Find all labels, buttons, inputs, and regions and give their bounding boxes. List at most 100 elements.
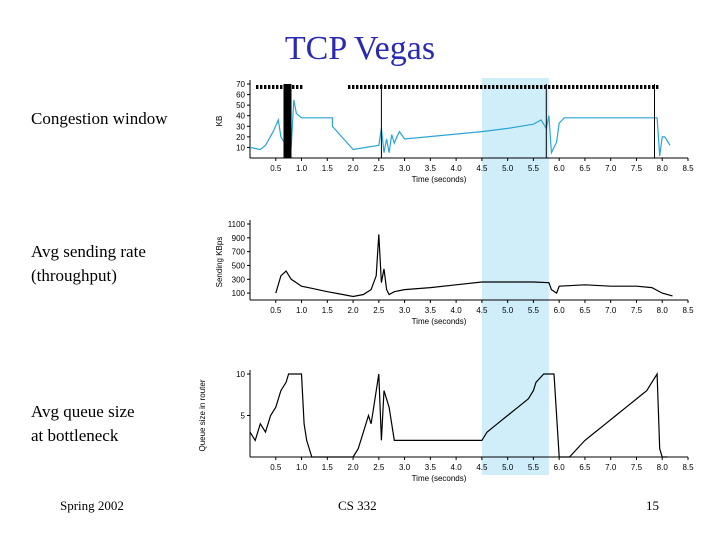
chart-2-x-tick-label: 4.0 — [451, 306, 463, 315]
cwnd-marker-tick — [532, 85, 535, 89]
cwnd-marker-tick — [636, 85, 639, 89]
cwnd-marker-tick — [528, 85, 531, 89]
cwnd-marker-tick — [524, 85, 527, 89]
chart-2-y-tick-label: 900 — [232, 234, 246, 243]
cwnd-marker-tick — [544, 85, 547, 89]
cwnd-marker-tick — [652, 85, 655, 89]
chart-1-x-tick-label: 4.0 — [451, 164, 463, 173]
chart-3-y-label: Queue size in router — [198, 379, 207, 451]
chart-2-x-tick-label: 7.0 — [605, 306, 617, 315]
cwnd-marker-tick — [640, 85, 643, 89]
cwnd-marker-tick — [432, 85, 435, 89]
chart-1-x-tick-label: 8.0 — [657, 164, 669, 173]
chart-1-y-tick-label: 60 — [236, 91, 245, 100]
chart-3-x-tick-label: 6.0 — [554, 463, 566, 472]
cwnd-marker-tick — [460, 85, 463, 89]
cwnd-marker-tick — [628, 85, 631, 89]
chart-3-y-tick-label: 10 — [236, 370, 245, 379]
cwnd-marker-tick — [512, 85, 515, 89]
chart-1-x-tick-label: 2.0 — [347, 164, 359, 173]
cwnd-marker-tick — [408, 85, 411, 89]
cwnd-marker-tick — [376, 85, 379, 89]
chart-2-x-tick-label: 2.5 — [373, 306, 385, 315]
chart-2-y-tick-label: 700 — [232, 248, 246, 257]
cwnd-marker-tick — [584, 85, 587, 89]
cwnd-marker-tick — [264, 85, 267, 89]
chart-1-y-tick-label: 50 — [236, 101, 245, 110]
cwnd-marker-tick — [600, 85, 603, 89]
chart-3-x-tick-label: 2.0 — [347, 463, 359, 472]
cwnd-marker-tick — [596, 85, 599, 89]
cwnd-marker-tick — [412, 85, 415, 89]
cwnd-marker-tick — [448, 85, 451, 89]
cwnd-marker-tick — [648, 85, 651, 89]
chart-2-y-tick-label: 500 — [232, 261, 246, 270]
cwnd-marker-tick — [632, 85, 635, 89]
chart-2-x-tick-label: 1.5 — [322, 306, 334, 315]
cwnd-marker-tick — [452, 85, 455, 89]
cwnd-marker-tick — [612, 85, 615, 89]
cwnd-marker-tick — [424, 85, 427, 89]
cwnd-marker-tick — [588, 85, 591, 89]
chart-2-x-tick-label: 3.5 — [425, 306, 437, 315]
chart-1-x-tick-label: 7.5 — [631, 164, 643, 173]
cwnd-marker-tick — [444, 85, 447, 89]
cwnd-marker-tick — [556, 85, 559, 89]
chart-3-x-tick-label: 4.0 — [451, 463, 463, 472]
cwnd-marker-tick — [480, 85, 483, 89]
chart-2-x-tick-label: 5.0 — [502, 306, 514, 315]
chart-1-y-tick-label: 10 — [236, 143, 245, 152]
chart-1-y-tick-label: 20 — [236, 133, 245, 142]
footer-date: Spring 2002 — [60, 498, 124, 513]
chart-2-x-tick-label: 4.5 — [476, 306, 488, 315]
chart-3-x-tick-label: 1.5 — [322, 463, 334, 472]
cwnd-timeout-bar — [283, 84, 292, 158]
cwnd-marker-tick — [476, 85, 479, 89]
cwnd-marker-tick — [572, 85, 575, 89]
cwnd-marker-tick — [392, 85, 395, 89]
chart-2-y-tick-label: 300 — [232, 275, 246, 284]
cwnd-marker-tick — [388, 85, 391, 89]
cwnd-marker-tick — [540, 85, 543, 89]
cwnd-marker-tick — [420, 85, 423, 89]
chart-3-x-tick-label: 8.0 — [657, 463, 669, 472]
cwnd-marker-tick — [608, 85, 611, 89]
chart-1-x-label: Time (seconds) — [412, 175, 467, 184]
chart-2-x-tick-label: 0.5 — [270, 306, 282, 315]
cwnd-marker-tick — [616, 85, 619, 89]
cwnd-marker-tick — [604, 85, 607, 89]
chart-2-x-label: Time (seconds) — [412, 317, 467, 326]
chart-1-x-tick-label: 6.0 — [554, 164, 566, 173]
chart-2-x-tick-label: 1.0 — [296, 306, 308, 315]
chart-1-x-tick-label: 1.5 — [322, 164, 334, 173]
cwnd-marker-tick — [484, 85, 487, 89]
chart-1-x-tick-label: 0.5 — [270, 164, 282, 173]
cwnd-marker-tick — [592, 85, 595, 89]
cwnd-marker-tick — [496, 85, 499, 89]
cwnd-marker-tick — [620, 85, 623, 89]
chart-2-x-tick-label: 7.5 — [631, 306, 643, 315]
chart-1-x-tick-label: 8.5 — [682, 164, 694, 173]
cwnd-marker-tick — [360, 85, 363, 89]
cwnd-marker-tick — [492, 85, 495, 89]
chart-3-x-tick-label: 5.0 — [502, 463, 514, 472]
chart-3-x-tick-label: 3.0 — [399, 463, 411, 472]
cwnd-marker-tick — [520, 85, 523, 89]
chart-2-x-tick-label: 6.0 — [554, 306, 566, 315]
cwnd-marker-tick — [272, 85, 275, 89]
cwnd-marker-tick — [564, 85, 567, 89]
cwnd-marker-tick — [488, 85, 491, 89]
cwnd-marker-tick — [508, 85, 511, 89]
cwnd-marker-tick — [260, 85, 263, 89]
chart-2-series-rate — [275, 234, 673, 298]
chart-3-series-queue — [249, 372, 668, 458]
cwnd-marker-tick — [440, 85, 443, 89]
cwnd-marker-tick — [504, 85, 507, 89]
chart-1-y-tick-label: 70 — [236, 80, 245, 89]
chart-3-x-tick-label: 7.5 — [631, 463, 643, 472]
cwnd-marker-tick — [400, 85, 403, 89]
cwnd-marker-tick — [428, 85, 431, 89]
chart-2-x-tick-label: 3.0 — [399, 306, 411, 315]
cwnd-marker-tick — [548, 85, 551, 89]
cwnd-marker-tick — [404, 85, 407, 89]
